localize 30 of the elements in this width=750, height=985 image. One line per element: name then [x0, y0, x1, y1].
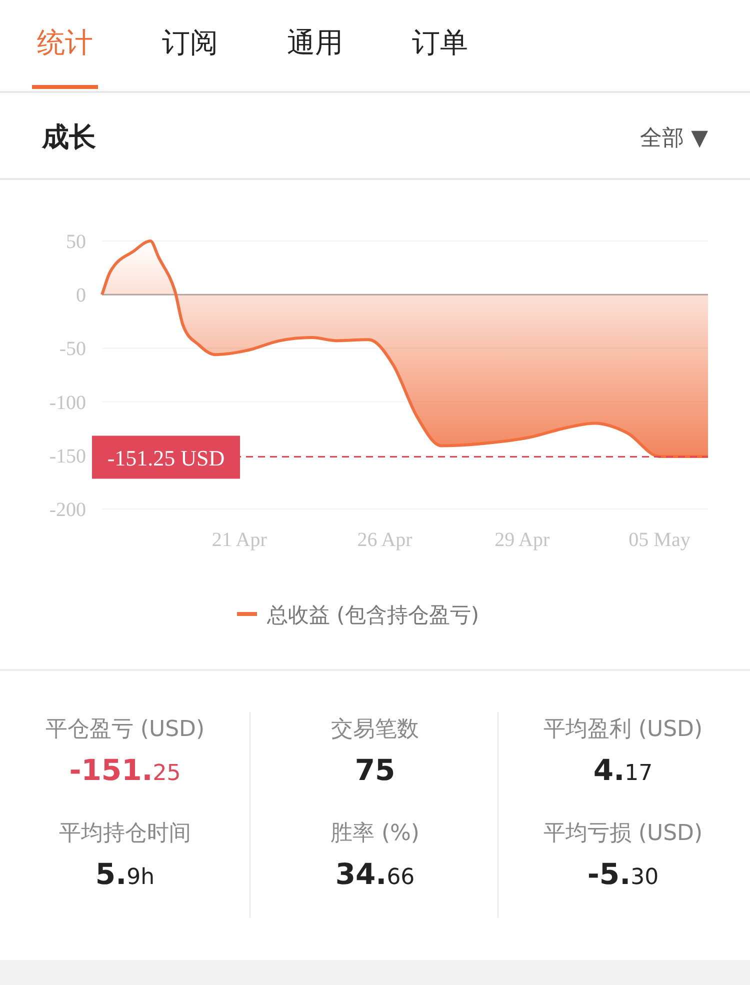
y-tick-label: -100 [49, 392, 86, 414]
text: 胜率 (%) [330, 821, 420, 846]
text: 4.17 [593, 753, 653, 787]
text: 订阅 [162, 26, 218, 59]
text: 通用 [287, 26, 343, 59]
text: -5.30 [587, 857, 659, 891]
text: 平仓盈亏 (USD) [45, 717, 205, 742]
text: 平均持仓时间 [59, 821, 191, 846]
text: 平均盈利 (USD) [543, 717, 703, 742]
text: 75 [354, 753, 396, 787]
text: 平均亏损 (USD) [543, 821, 703, 846]
y-tick-label: 50 [66, 231, 86, 253]
text: 全部 ▼ [640, 126, 708, 151]
legend-label: 总收益 (包含持仓盈亏) [266, 603, 480, 627]
text: -151.25 [69, 753, 181, 787]
y-tick-label: -50 [59, 338, 86, 360]
ref-line-label: -151.25 USD [107, 446, 225, 471]
chart-title: 成长 [41, 122, 96, 153]
x-tick-label: 05 May [628, 529, 690, 551]
text: 34.66 [335, 857, 415, 891]
x-tick-label: 26 Apr [357, 529, 413, 551]
text: 5.9h [95, 857, 155, 891]
x-tick-label: 29 Apr [494, 529, 550, 551]
y-tick-label: -150 [49, 445, 86, 468]
y-tick-label: 0 [76, 284, 86, 307]
x-tick-label: 21 Apr [212, 529, 268, 551]
y-tick-label: -200 [49, 499, 86, 521]
text: 交易笔数 [331, 717, 419, 742]
text: 统计 [37, 26, 93, 59]
text: 订单 [412, 26, 468, 59]
